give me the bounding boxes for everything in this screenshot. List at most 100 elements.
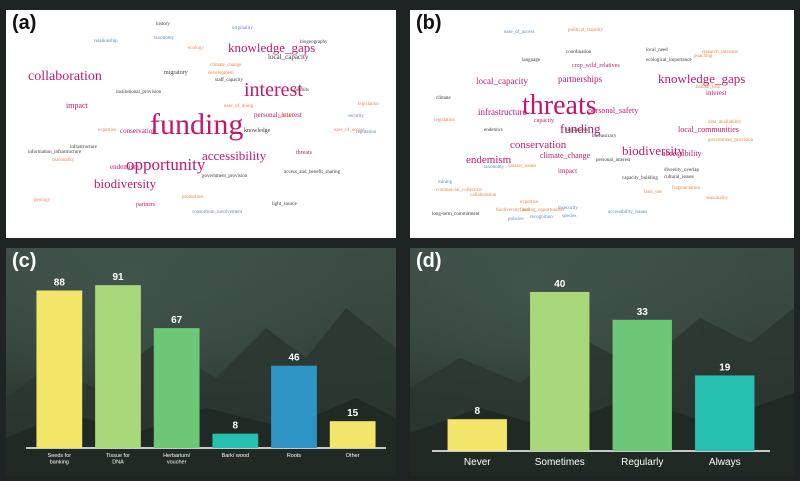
word-mining: mining (438, 180, 453, 185)
word-personal-interest: personal_interest (596, 158, 631, 163)
word-access-and-benefit-sharing: access_and_benefit_sharing (284, 170, 341, 175)
word-government-provision: government_provision (708, 138, 754, 143)
word-personal-safety: personal_safety (588, 106, 639, 115)
word-funding-opportunities: funding_opportunities (520, 208, 565, 213)
word-dataset-issues: dataset_issues (508, 164, 537, 169)
word-policies: policies (508, 217, 524, 222)
word-relationship: relationship (94, 39, 118, 44)
word-biodiversity: biodiversity (622, 143, 685, 158)
bar-other (329, 421, 376, 448)
bar-regularly (612, 319, 672, 451)
word-history: history (156, 22, 170, 27)
bar-bark-wood (212, 433, 259, 448)
category-label-other: Other (346, 453, 360, 459)
word-recognition: recognition (530, 215, 553, 220)
word-bureaucracy: bureaucracy (592, 134, 617, 139)
word-migratory: migratory (164, 70, 188, 76)
word-accessibility: accessibility (202, 148, 267, 163)
word-threats: threats (522, 90, 597, 121)
bar-herbarium-voucher (153, 328, 200, 448)
word-reputation: reputation (356, 130, 377, 135)
word-interest: interest (244, 79, 303, 101)
word-personal-interest: personal_interest (254, 111, 302, 119)
word-crop-wild-relatives: crop_wild_relatives (572, 63, 620, 69)
category-label-sometimes: Sometimes (535, 457, 585, 468)
word-legislation: legislation (358, 102, 379, 107)
word-biodiversity-loss: biodiversity_loss (496, 208, 531, 213)
word-endemism: endemism (466, 154, 512, 166)
panel-label-b: (b) (416, 12, 442, 34)
word-endemics: endemics (484, 128, 503, 133)
word-habitat-loss: habitat_loss (696, 85, 720, 90)
bar-always (695, 375, 755, 451)
word-data-availability: data_availability (708, 120, 742, 125)
word-diversity-overlap: diversity_overlap (664, 168, 699, 173)
category-label-roots: Roots (287, 453, 302, 459)
word-threats: threats (296, 150, 312, 156)
value-label-tissue-for-dna: 91 (112, 272, 124, 283)
value-label-herbarium-voucher: 67 (171, 315, 183, 326)
word-capacity-building: capacity_building (622, 176, 658, 181)
category-label-seeds-for-banking: Seeds for banking (48, 453, 72, 466)
word-impact: impact (558, 167, 578, 175)
word-infrastructure: infrastructure (70, 145, 97, 150)
word-expertise: expertise (520, 200, 539, 205)
word-conservation: conservation (120, 127, 156, 135)
bar-chart-panel-c: (c) 88 Seeds for banking 91 Tissue for DNA 67 H… (6, 248, 396, 476)
value-label-never: 8 (474, 406, 480, 417)
word-partnerships: partnerships (558, 74, 602, 84)
category-label-never: Never (464, 457, 491, 468)
word-land-use: land_use (644, 190, 662, 195)
word-species: species (562, 214, 577, 219)
word-knowledge-gaps: knowledge_gaps (658, 71, 746, 86)
word-endemism: endemism (110, 163, 139, 171)
bar-seeds-for-banking (36, 290, 83, 448)
word-geology: geology (34, 198, 51, 203)
word-knowledge: knowledge (244, 128, 271, 134)
word-seasonality: seasonality (52, 158, 75, 163)
word-habitat: habitat (278, 114, 292, 119)
panel-label-c: (c) (12, 250, 37, 272)
word-ecology: ecology (188, 46, 204, 51)
word-climate-change: climate_change (540, 151, 591, 160)
word-staff-capacity: staff_capacity (215, 78, 243, 83)
word-partners: partners (136, 202, 156, 208)
wordcloud-panel-a: (a) funding interest opportunity collaborat… (6, 10, 396, 238)
word-originality: originality (232, 26, 253, 31)
word-government-provision: government_provision (202, 174, 248, 179)
word-light-source: light_source (272, 202, 297, 207)
word-biogeography: biogeography (300, 40, 328, 45)
word-accessibility: accessibility (662, 149, 702, 158)
word-funding: funding (560, 121, 601, 136)
value-label-sometimes: 40 (554, 279, 566, 290)
value-label-regularly: 33 (637, 307, 649, 318)
word-taxonomy: taxonomy (154, 36, 174, 41)
word-coordination: coordination (566, 50, 592, 55)
word-consortium-involvement: consortium_involvement (192, 210, 242, 215)
value-label-always: 19 (719, 362, 731, 373)
word-ease-of-access: ease_of_access (504, 30, 535, 35)
word-collaboration: collaboration (470, 193, 497, 198)
value-label-roots: 46 (288, 353, 300, 364)
word-research-interests: research_interests (702, 50, 738, 55)
word-climate: climate (436, 96, 451, 101)
word-ease-of-doing: ease_of_doing (224, 104, 254, 109)
word-biodiversity: biodiversity (94, 176, 157, 191)
word-conservation: conservation (510, 139, 567, 151)
bar-chart-c: 88 Seeds for banking 91 Tissue for DNA 67 Herba… (26, 272, 386, 466)
bar-sometimes (530, 291, 590, 451)
bar-chart-panel-d: (d) 8 Never 40 Sometimes 33 Regularly 19 Always (410, 248, 794, 476)
word-accessibility-issues: accessibility_issues (608, 210, 648, 215)
word-expertise: expertise (98, 128, 117, 133)
bar-chart-d: 8 Never 40 Sometimes 33 Regularly 19 Always (432, 279, 770, 468)
word-language: language (522, 58, 541, 63)
word-fragmentation: fragmentation (672, 186, 701, 191)
word-long-term-commitment: long-term_commitment (432, 212, 480, 217)
word-ecological-importance: ecological_importance (646, 58, 692, 63)
word-political-stability: political_stability (568, 28, 603, 33)
word-climate-change: climate_change (210, 63, 242, 68)
word-regulations: regulations (566, 128, 589, 133)
word-local-capacity: local_capacity (476, 76, 528, 86)
word-insecurity: insecurity (558, 206, 578, 211)
word-legislation: legislation (434, 118, 455, 123)
